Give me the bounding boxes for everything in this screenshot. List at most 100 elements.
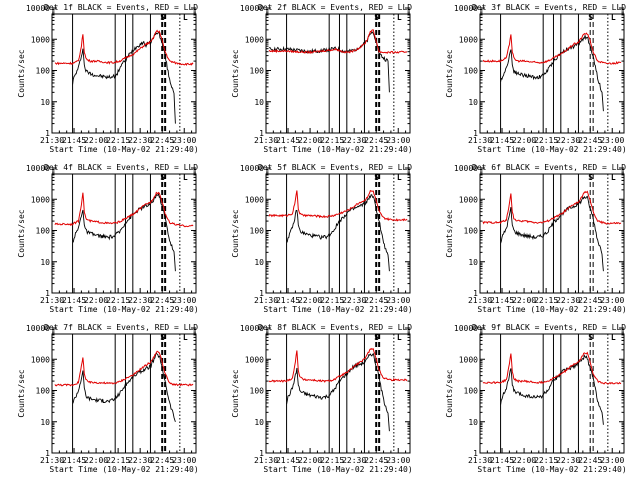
x-tick-label: 22:45 bbox=[150, 456, 174, 465]
x-axis-label: Start Time (10-May-02 21:29:40) bbox=[49, 305, 198, 314]
x-tick-label: 22:00 bbox=[298, 296, 322, 305]
x-tick-label: 22:30 bbox=[556, 296, 580, 305]
plot-frame bbox=[51, 333, 197, 454]
marker-flag-l: L bbox=[611, 333, 616, 342]
panel-title: Det 9f BLACK = Events, RED = LLD bbox=[472, 323, 626, 332]
y-tick-label: 100 bbox=[36, 67, 51, 76]
panel-title: Det 2f BLACK = Events, RED = LLD bbox=[258, 3, 412, 12]
x-tick-label: 22:00 bbox=[512, 456, 536, 465]
y-tick-label: 10 bbox=[254, 98, 264, 107]
y-tick-label: 1 bbox=[45, 449, 50, 458]
y-tick-label: 100 bbox=[250, 67, 265, 76]
x-tick-label: 23:00 bbox=[386, 296, 410, 305]
marker-flag-l: L bbox=[183, 333, 188, 342]
marker-flag-s: S bbox=[374, 13, 379, 22]
y-tick-label: 10000 bbox=[26, 164, 50, 173]
x-tick-label: 21:30 bbox=[40, 136, 64, 145]
x-tick-label: 22:30 bbox=[342, 456, 366, 465]
x-tick-label: 22:15 bbox=[534, 456, 558, 465]
marker-flag-s: S bbox=[588, 13, 593, 22]
y-tick-label: 100 bbox=[250, 387, 265, 396]
y-tick-label: 10000 bbox=[26, 4, 50, 13]
y-tick-label: 1000 bbox=[31, 355, 50, 364]
series-events-line bbox=[500, 195, 604, 272]
x-tick-label: 22:45 bbox=[364, 456, 388, 465]
plot-frame bbox=[479, 13, 625, 134]
x-tick-label: 22:45 bbox=[364, 136, 388, 145]
series-events-line bbox=[286, 352, 390, 432]
x-tick-label: 23:00 bbox=[600, 296, 624, 305]
series-events-line bbox=[72, 31, 176, 124]
x-tick-label: 21:45 bbox=[276, 296, 300, 305]
y-tick-label: 10000 bbox=[454, 164, 478, 173]
x-tick-label: 22:15 bbox=[534, 136, 558, 145]
x-tick-label: 21:45 bbox=[62, 456, 86, 465]
y-tick-label: 1000 bbox=[459, 35, 478, 44]
marker-flag-s: S bbox=[160, 173, 165, 182]
panel-title: Det 7f BLACK = Events, RED = LLD bbox=[44, 323, 198, 332]
y-tick-label: 1 bbox=[473, 289, 478, 298]
x-tick-label: 22:15 bbox=[320, 456, 344, 465]
marker-flag-l: L bbox=[611, 13, 616, 22]
y-axis-label: Counts/sec bbox=[17, 49, 26, 97]
y-tick-label: 1000 bbox=[459, 195, 478, 204]
y-tick-label: 10 bbox=[254, 418, 264, 427]
series-lld-line bbox=[482, 190, 622, 225]
x-tick-label: 21:45 bbox=[490, 456, 514, 465]
x-tick-label: 22:45 bbox=[578, 296, 602, 305]
x-tick-label: 22:45 bbox=[578, 456, 602, 465]
x-axis-label: Start Time (10-May-02 21:29:40) bbox=[477, 465, 626, 474]
series-lld-line bbox=[54, 350, 194, 387]
y-tick-label: 10 bbox=[40, 418, 50, 427]
x-tick-label: 22:00 bbox=[298, 136, 322, 145]
y-tick-label: 100 bbox=[36, 227, 51, 236]
x-tick-label: 22:30 bbox=[342, 136, 366, 145]
x-tick-label: 22:15 bbox=[320, 136, 344, 145]
y-tick-label: 1000 bbox=[31, 195, 50, 204]
x-tick-label: 22:30 bbox=[128, 456, 152, 465]
x-axis-label: Start Time (10-May-02 21:29:40) bbox=[477, 305, 626, 314]
x-tick-label: 22:15 bbox=[320, 296, 344, 305]
marker-flag-l: L bbox=[397, 173, 402, 182]
panel-title: Det 4f BLACK = Events, RED = LLD bbox=[44, 163, 198, 172]
y-axis-label: Counts/sec bbox=[445, 49, 454, 97]
x-tick-label: 22:00 bbox=[84, 296, 108, 305]
x-tick-label: 22:45 bbox=[150, 136, 174, 145]
y-axis-label: Counts/sec bbox=[231, 369, 240, 417]
y-tick-label: 1000 bbox=[245, 355, 264, 364]
x-tick-label: 21:45 bbox=[490, 296, 514, 305]
y-tick-label: 10 bbox=[254, 258, 264, 267]
y-tick-label: 1000 bbox=[31, 35, 50, 44]
x-tick-label: 23:00 bbox=[172, 456, 196, 465]
y-axis-label: Counts/sec bbox=[231, 49, 240, 97]
panel-title: Det 6f BLACK = Events, RED = LLD bbox=[472, 163, 626, 172]
y-tick-label: 1 bbox=[259, 129, 264, 138]
panel-title: Det 1f BLACK = Events, RED = LLD bbox=[44, 3, 198, 12]
marker-flag-s: S bbox=[374, 173, 379, 182]
y-axis-label: Counts/sec bbox=[17, 369, 26, 417]
y-tick-label: 100 bbox=[464, 67, 479, 76]
y-tick-label: 1000 bbox=[245, 35, 264, 44]
y-tick-label: 10 bbox=[468, 258, 478, 267]
x-tick-label: 21:30 bbox=[468, 456, 492, 465]
y-tick-label: 1 bbox=[45, 129, 50, 138]
x-tick-label: 23:00 bbox=[600, 136, 624, 145]
x-tick-label: 23:00 bbox=[386, 456, 410, 465]
y-tick-label: 10 bbox=[468, 98, 478, 107]
marker-flag-l: L bbox=[183, 13, 188, 22]
x-tick-label: 23:00 bbox=[600, 456, 624, 465]
plot-frame bbox=[51, 173, 197, 294]
x-axis-label: Start Time (10-May-02 21:29:40) bbox=[263, 465, 412, 474]
marker-flag-l: L bbox=[183, 173, 188, 182]
x-tick-label: 22:00 bbox=[84, 456, 108, 465]
y-tick-label: 1 bbox=[473, 129, 478, 138]
x-tick-label: 21:45 bbox=[490, 136, 514, 145]
series-lld-line bbox=[268, 189, 408, 222]
y-tick-label: 10000 bbox=[454, 4, 478, 13]
x-tick-label: 22:30 bbox=[128, 136, 152, 145]
